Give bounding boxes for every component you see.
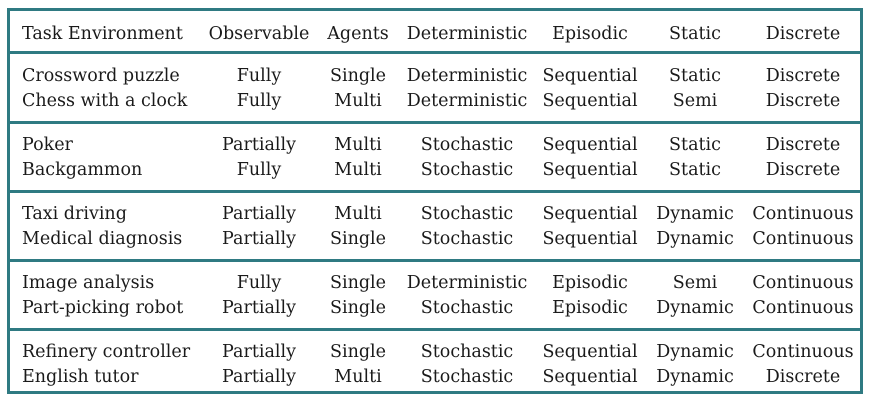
- cell-deterministic: Deterministic: [406, 66, 528, 86]
- cell-task: Part-picking robot: [22, 298, 184, 318]
- table-row: Poker Partially Multi Stochastic Sequent…: [10, 132, 860, 158]
- cell-task: Backgammon: [22, 160, 143, 180]
- cell-episodic: Sequential: [542, 367, 638, 387]
- cell-episodic: Sequential: [542, 66, 638, 86]
- table-row: Backgammon Fully Multi Stochastic Sequen…: [10, 157, 860, 183]
- cell-observable: Partially: [222, 298, 296, 318]
- cell-deterministic: Stochastic: [420, 367, 514, 387]
- header-deterministic: Deterministic: [406, 24, 528, 44]
- cell-deterministic: Stochastic: [420, 342, 514, 362]
- cell-agents: Multi: [334, 367, 382, 387]
- cell-agents: Multi: [334, 160, 382, 180]
- cell-discrete: Continuous: [752, 342, 854, 362]
- cell-agents: Single: [329, 66, 387, 86]
- table-row: Part-picking robot Partially Single Stoc…: [10, 295, 860, 321]
- cell-discrete: Continuous: [752, 298, 854, 318]
- cell-agents: Single: [329, 342, 387, 362]
- cell-agents: Multi: [334, 204, 382, 224]
- cell-task: English tutor: [22, 367, 139, 387]
- table-row: Chess with a clock Fully Multi Determini…: [10, 88, 860, 114]
- cell-observable: Partially: [222, 367, 296, 387]
- cell-observable: Fully: [236, 160, 282, 180]
- cell-discrete: Continuous: [752, 229, 854, 249]
- cell-episodic: Sequential: [542, 135, 638, 155]
- table-row: Refinery controller Partially Single Sto…: [10, 339, 860, 365]
- cell-task: Poker: [22, 135, 73, 155]
- cell-agents: Multi: [334, 91, 382, 111]
- cell-deterministic: Deterministic: [406, 273, 528, 293]
- cell-discrete: Continuous: [752, 204, 854, 224]
- group-divider: [10, 259, 860, 262]
- cell-deterministic: Deterministic: [406, 91, 528, 111]
- table-row: English tutor Partially Multi Stochastic…: [10, 364, 860, 390]
- cell-static: Static: [669, 66, 721, 86]
- cell-task: Refinery controller: [22, 342, 191, 362]
- cell-agents: Multi: [334, 135, 382, 155]
- cell-observable: Partially: [222, 135, 296, 155]
- cell-static: Dynamic: [656, 229, 734, 249]
- task-environment-table: Task Environment Observable Agents Deter…: [7, 8, 863, 394]
- header-task-environment: Task Environment: [22, 24, 183, 44]
- cell-episodic: Sequential: [542, 342, 638, 362]
- cell-agents: Single: [329, 298, 387, 318]
- cell-task: Medical diagnosis: [22, 229, 183, 249]
- cell-discrete: Discrete: [765, 66, 841, 86]
- cell-observable: Fully: [236, 273, 282, 293]
- table-header-row: Task Environment Observable Agents Deter…: [10, 21, 860, 47]
- group-divider: [10, 328, 860, 331]
- group-divider: [10, 190, 860, 193]
- cell-observable: Partially: [222, 204, 296, 224]
- cell-static: Semi: [672, 91, 718, 111]
- cell-deterministic: Stochastic: [420, 298, 514, 318]
- cell-episodic: Sequential: [542, 204, 638, 224]
- cell-deterministic: Stochastic: [420, 135, 514, 155]
- cell-agents: Single: [329, 273, 387, 293]
- cell-deterministic: Stochastic: [420, 229, 514, 249]
- cell-static: Static: [669, 135, 721, 155]
- cell-episodic: Episodic: [552, 273, 628, 293]
- cell-deterministic: Stochastic: [420, 204, 514, 224]
- cell-episodic: Sequential: [542, 160, 638, 180]
- cell-task: Image analysis: [22, 273, 155, 293]
- table-row: Medical diagnosis Partially Single Stoch…: [10, 226, 860, 252]
- cell-task: Chess with a clock: [22, 91, 188, 111]
- cell-deterministic: Stochastic: [420, 160, 514, 180]
- table-row: Crossword puzzle Fully Single Determinis…: [10, 63, 860, 89]
- cell-observable: Fully: [236, 66, 282, 86]
- table-row: Taxi driving Partially Multi Stochastic …: [10, 201, 860, 227]
- cell-task: Taxi driving: [22, 204, 127, 224]
- cell-discrete: Discrete: [765, 367, 841, 387]
- cell-observable: Fully: [236, 91, 282, 111]
- cell-agents: Single: [329, 229, 387, 249]
- cell-task: Crossword puzzle: [22, 66, 180, 86]
- cell-episodic: Sequential: [542, 229, 638, 249]
- cell-static: Static: [669, 160, 721, 180]
- cell-static: Dynamic: [656, 342, 734, 362]
- cell-discrete: Continuous: [752, 273, 854, 293]
- group-divider: [10, 121, 860, 124]
- cell-episodic: Episodic: [552, 298, 628, 318]
- cell-discrete: Discrete: [765, 91, 841, 111]
- header-static: Static: [669, 24, 721, 44]
- header-agents: Agents: [327, 24, 389, 44]
- cell-observable: Partially: [222, 229, 296, 249]
- cell-static: Dynamic: [656, 367, 734, 387]
- cell-static: Dynamic: [656, 204, 734, 224]
- cell-static: Dynamic: [656, 298, 734, 318]
- cell-static: Semi: [672, 273, 718, 293]
- cell-episodic: Sequential: [542, 91, 638, 111]
- header-divider: [10, 51, 860, 54]
- header-discrete: Discrete: [765, 24, 841, 44]
- header-observable: Observable: [208, 24, 310, 44]
- cell-discrete: Discrete: [765, 135, 841, 155]
- table-row: Image analysis Fully Single Deterministi…: [10, 270, 860, 296]
- cell-discrete: Discrete: [765, 160, 841, 180]
- header-episodic: Episodic: [552, 24, 628, 44]
- cell-observable: Partially: [222, 342, 296, 362]
